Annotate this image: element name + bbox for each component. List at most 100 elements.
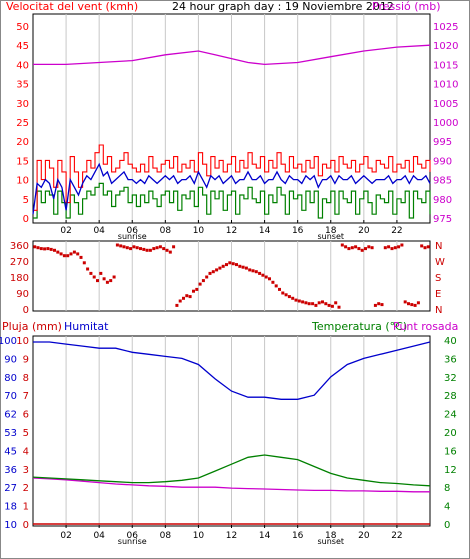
time-tick-label: 18 — [325, 531, 337, 541]
rain-tick-label: 0 — [23, 520, 29, 531]
dewpoint-axis-label: Punt rosada — [393, 320, 458, 333]
humidity-tick-label: 53 — [4, 428, 17, 439]
direction-point — [69, 252, 73, 256]
direction-left-ticks: 0 90 180 270 360 — [10, 241, 29, 316]
humidity-tick-label: 18 — [4, 502, 17, 513]
direction-point — [82, 261, 86, 265]
humidity-tick-label: 90 — [4, 354, 17, 365]
direction-point — [129, 247, 133, 251]
humidity-series-group — [32, 341, 431, 525]
direction-point — [410, 303, 414, 307]
direction-point — [215, 268, 219, 272]
direction-point — [264, 275, 268, 279]
right-tick-label: E — [435, 289, 441, 300]
direction-point — [317, 301, 321, 305]
time-tick-label: 02 — [60, 531, 71, 541]
direction-point — [72, 250, 76, 254]
time-tick-label: 14 — [259, 531, 271, 541]
direction-point — [53, 248, 56, 252]
direction-point — [347, 247, 351, 251]
direction-point — [205, 275, 209, 279]
pressure-line — [33, 44, 431, 66]
time-tick-label: 04 — [93, 226, 105, 236]
direction-points — [33, 243, 430, 309]
direction-point — [340, 243, 344, 247]
time-tick-label: 22 — [391, 226, 402, 236]
direction-point — [115, 243, 119, 247]
direction-point — [301, 300, 305, 304]
direction-point — [135, 246, 139, 250]
direction-point — [211, 270, 215, 274]
humidity-tick-label: 27 — [4, 483, 17, 494]
humidity-tick-label: 36 — [4, 465, 17, 476]
right-tick-label: 1025 — [433, 22, 458, 33]
right-tick-label: 40 — [444, 336, 457, 347]
direction-point — [172, 245, 176, 249]
left-tick-label: 35 — [16, 80, 29, 91]
humidity-tick-label: 10 — [4, 520, 17, 531]
time-tick-label: 12 — [226, 531, 237, 541]
direction-point — [281, 291, 285, 295]
right-tick-label: 24 — [444, 410, 457, 421]
humidity-tick-label: 80 — [4, 373, 17, 384]
direction-point — [423, 246, 427, 250]
right-tick-label: 16 — [444, 446, 457, 457]
direction-point — [334, 301, 338, 305]
direction-point — [89, 271, 93, 275]
left-tick-label: 90 — [16, 289, 29, 300]
right-tick-label: 36 — [444, 354, 457, 365]
direction-point — [158, 245, 162, 249]
temperature-line — [32, 454, 431, 487]
direction-point — [337, 305, 341, 309]
direction-point — [188, 295, 192, 299]
direction-point — [364, 247, 367, 251]
direction-point — [201, 279, 205, 283]
left-tick-label: 45 — [16, 41, 29, 52]
direction-point — [86, 267, 90, 271]
rain-tick-label: 6 — [23, 410, 29, 421]
humidity-axis-label: Humitat — [64, 320, 109, 333]
left-tick-label: 15 — [16, 156, 29, 167]
direction-point — [420, 244, 424, 248]
direction-point — [416, 301, 420, 305]
direction-point — [168, 250, 172, 254]
direction-point — [354, 245, 358, 249]
direction-point — [278, 287, 281, 291]
direction-point — [380, 303, 384, 307]
time-tick-label: 20 — [358, 531, 370, 541]
right-tick-label: 995 — [433, 137, 452, 148]
wind-series-group — [32, 44, 431, 219]
direction-point — [39, 247, 43, 251]
direction-point — [377, 302, 381, 306]
right-tick-label: 1005 — [433, 99, 458, 110]
humidity-tick-label: 100 — [0, 336, 17, 347]
direction-point — [344, 245, 348, 249]
left-tick-label: 270 — [10, 257, 29, 268]
direction-point — [373, 303, 377, 307]
direction-point — [324, 302, 328, 306]
direction-point — [43, 247, 47, 251]
direction-point — [119, 244, 123, 248]
time-tick-label: 10 — [193, 226, 205, 236]
left-tick-label: 50 — [16, 22, 29, 33]
direction-point — [46, 247, 50, 251]
direction-point — [152, 247, 156, 251]
direction-point — [314, 303, 318, 307]
direction-point — [426, 245, 430, 249]
direction-point — [393, 246, 397, 250]
direction-point — [251, 269, 255, 273]
direction-point — [112, 275, 116, 279]
direction-point — [148, 248, 152, 252]
chart-title: 24 hour graph day : 19 Noviembre 2012 — [172, 0, 394, 13]
direction-point — [397, 245, 401, 249]
direction-point — [155, 246, 159, 250]
right-tick-label: 0 — [444, 520, 450, 531]
direction-point — [330, 304, 334, 308]
right-tick-label: S — [435, 273, 441, 284]
direction-point — [304, 301, 308, 305]
right-tick-label: 28 — [444, 391, 457, 402]
right-tick-label: 980 — [433, 195, 452, 206]
humidity-tick-label: 45 — [4, 446, 17, 457]
time-tick-label: 06 — [127, 531, 139, 541]
